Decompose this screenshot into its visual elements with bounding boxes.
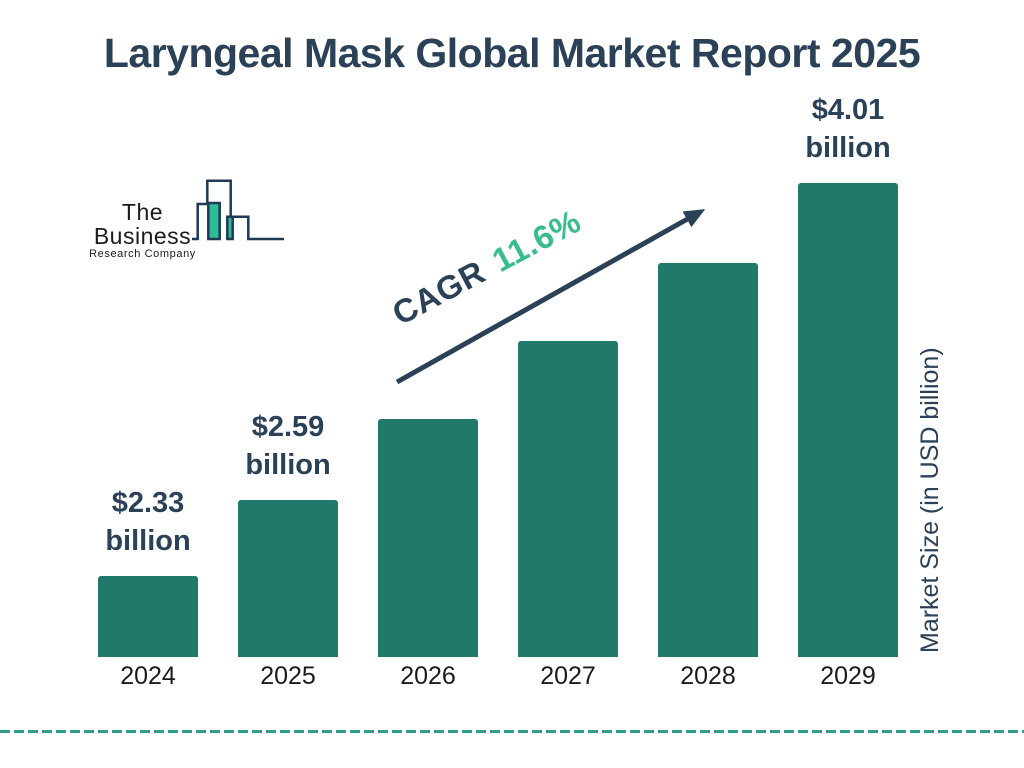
bar-2026 <box>378 419 478 657</box>
logo-text: The Business Research Company <box>80 200 205 260</box>
value-line2: billion <box>245 449 331 481</box>
value-line2: billion <box>805 132 891 164</box>
cagr-annotation: CAGR11.6% <box>386 202 587 333</box>
bar-2028 <box>658 263 758 657</box>
value-line1: $2.59 <box>251 411 325 443</box>
x-axis-label-2024: 2024 <box>120 662 176 690</box>
cagr-label: CAGR <box>386 252 492 333</box>
x-axis-label-2025: 2025 <box>260 662 316 690</box>
company-logo: The Business Research Company <box>72 172 287 260</box>
bar-2025 <box>238 500 338 657</box>
bottom-dashed-divider <box>0 730 1024 733</box>
value-line1: $4.01 <box>811 94 885 126</box>
logo-bar-chart-icon <box>192 179 284 241</box>
y-axis-label: Market Size (in USD billion) <box>916 347 944 653</box>
x-axis-label-2027: 2027 <box>540 662 596 690</box>
bar-2029 <box>798 183 898 657</box>
bar-value-label-2025: $2.59 billion <box>208 408 368 484</box>
bar-2024 <box>98 576 198 657</box>
value-line1: $2.33 <box>111 487 185 519</box>
logo-subname: Research Company <box>89 248 196 260</box>
bar-value-label-2029: $4.01 billion <box>768 91 928 167</box>
logo-name: The Business <box>93 199 192 249</box>
cagr-value: 11.6% <box>486 202 587 279</box>
x-axis-label-2029: 2029 <box>820 662 876 690</box>
bar-2027 <box>518 341 618 657</box>
x-axis-label-2028: 2028 <box>680 662 736 690</box>
value-line2: billion <box>105 525 191 557</box>
bar-value-label-2024: $2.33 billion <box>68 484 228 560</box>
page-title: Laryngeal Mask Global Market Report 2025 <box>103 30 921 76</box>
x-axis-label-2026: 2026 <box>400 662 456 690</box>
